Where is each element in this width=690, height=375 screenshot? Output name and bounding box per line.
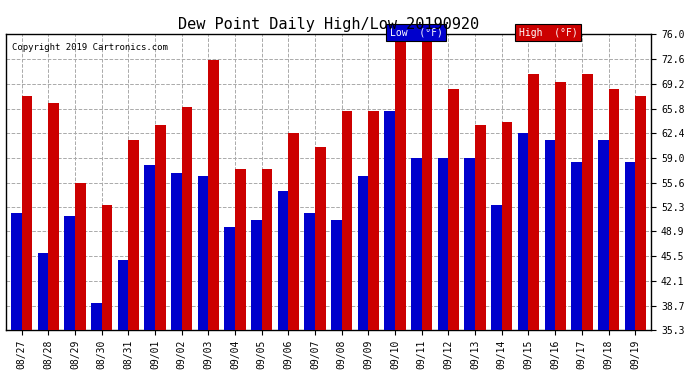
Bar: [155, 125, 166, 330]
Bar: [635, 96, 646, 330]
Text: High  (°F): High (°F): [519, 28, 578, 38]
Bar: [411, 158, 422, 330]
Bar: [75, 183, 86, 330]
Bar: [251, 220, 262, 330]
Bar: [384, 111, 395, 330]
Bar: [197, 176, 208, 330]
Bar: [395, 38, 406, 330]
Bar: [224, 227, 235, 330]
Bar: [37, 252, 48, 330]
Bar: [475, 125, 486, 330]
Bar: [571, 162, 582, 330]
Bar: [598, 140, 609, 330]
Bar: [422, 38, 433, 330]
Bar: [48, 104, 59, 330]
Bar: [11, 213, 21, 330]
Bar: [262, 169, 273, 330]
Text: Low  (°F): Low (°F): [390, 28, 442, 38]
Bar: [464, 158, 475, 330]
Bar: [117, 260, 128, 330]
Bar: [609, 89, 619, 330]
Bar: [235, 169, 246, 330]
Bar: [315, 147, 326, 330]
Bar: [342, 111, 353, 330]
Bar: [624, 162, 635, 330]
Bar: [582, 74, 593, 330]
Text: Copyright 2019 Cartronics.com: Copyright 2019 Cartronics.com: [12, 43, 168, 52]
Bar: [491, 205, 502, 330]
Bar: [555, 82, 566, 330]
Bar: [208, 60, 219, 330]
Bar: [288, 132, 299, 330]
Bar: [331, 220, 342, 330]
Bar: [437, 158, 448, 330]
Bar: [144, 165, 155, 330]
Bar: [529, 74, 539, 330]
Bar: [91, 303, 101, 330]
Bar: [181, 107, 193, 330]
Title: Dew Point Daily High/Low 20190920: Dew Point Daily High/Low 20190920: [178, 17, 479, 32]
Bar: [304, 213, 315, 330]
Bar: [502, 122, 513, 330]
Bar: [368, 111, 379, 330]
Bar: [448, 89, 459, 330]
Bar: [21, 96, 32, 330]
Bar: [357, 176, 368, 330]
Bar: [518, 132, 529, 330]
Bar: [128, 140, 139, 330]
Bar: [544, 140, 555, 330]
Bar: [171, 172, 181, 330]
Bar: [277, 191, 288, 330]
Bar: [101, 205, 112, 330]
Bar: [64, 216, 75, 330]
